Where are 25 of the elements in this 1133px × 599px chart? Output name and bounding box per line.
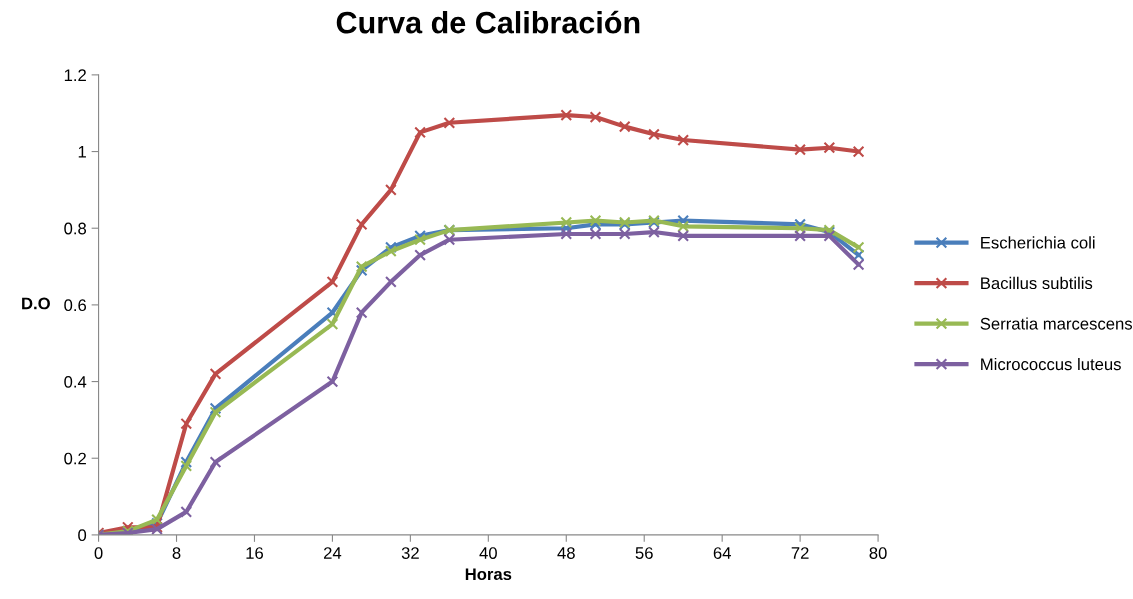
x-tick-label: 56 bbox=[635, 547, 653, 559]
y-tick-label: 0.8 bbox=[64, 222, 87, 235]
legend-label: Serratia marcescens bbox=[980, 317, 1133, 330]
y-tick-label: 0.4 bbox=[64, 375, 87, 388]
legend-label: Bacillus subtilis bbox=[981, 276, 1093, 290]
x-tick-label: 32 bbox=[401, 547, 419, 559]
y-tick-label: 1.2 bbox=[64, 69, 86, 81]
x-axis-title: Horas bbox=[465, 568, 512, 581]
y-tick-label: 1 bbox=[78, 146, 86, 158]
x-tick-label: 80 bbox=[869, 547, 887, 559]
chart-title: Curva de Calibración bbox=[336, 10, 640, 34]
y-tick-label: 0.6 bbox=[64, 299, 87, 312]
x-tick-label: 8 bbox=[172, 547, 181, 559]
x-tick-label: 16 bbox=[246, 547, 264, 559]
x-tick-label: 0 bbox=[94, 547, 103, 559]
x-tick-label: 48 bbox=[557, 547, 575, 559]
x-tick-label: 24 bbox=[323, 547, 342, 559]
y-tick-label: 0.2 bbox=[64, 452, 86, 465]
x-tick-label: 72 bbox=[791, 547, 809, 559]
x-tick-label: 64 bbox=[713, 547, 731, 559]
x-tick-label: 40 bbox=[479, 547, 497, 559]
y-tick-label: 0 bbox=[78, 529, 87, 542]
legend-label: Micrococcus luteus bbox=[981, 357, 1121, 371]
legend-label: Escherichia coli bbox=[981, 236, 1095, 249]
y-axis-title: D.O bbox=[22, 297, 50, 310]
